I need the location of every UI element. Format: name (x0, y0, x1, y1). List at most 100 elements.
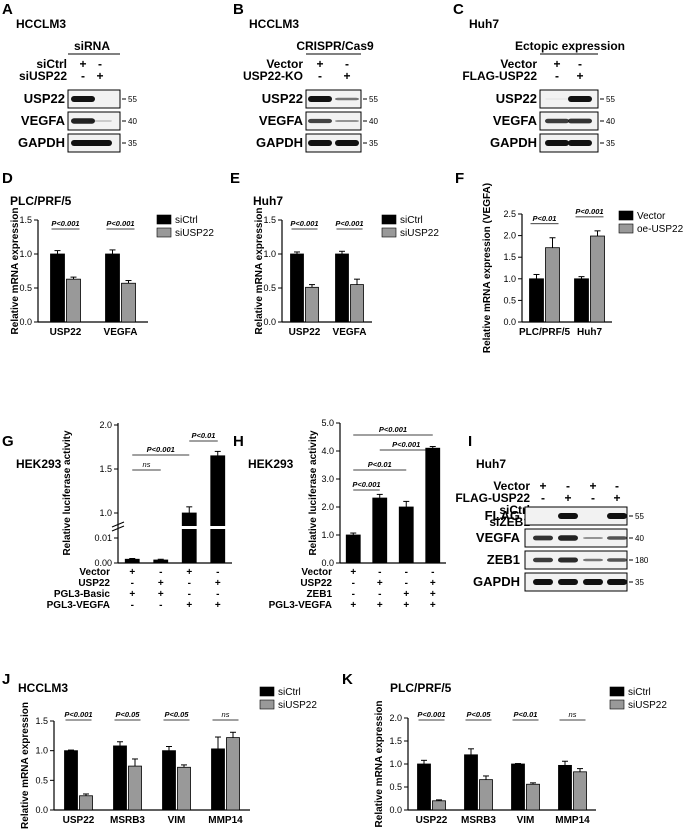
bar (113, 745, 127, 811)
condition-mark: - (566, 479, 570, 493)
condition-mark: + (377, 600, 383, 611)
protein-band (533, 535, 553, 541)
band-label: ZEB1 (487, 552, 520, 567)
condition-mark: + (158, 589, 164, 600)
band-label: FLAG (485, 508, 520, 523)
y-axis-label: Relative mRNA expression (20, 702, 31, 829)
band-label: USP22 (24, 91, 65, 106)
mw-label: 35 (606, 139, 615, 148)
blot-frame (305, 133, 362, 153)
condition-label: ZEB1 (306, 589, 332, 600)
band-label: VEGFA (493, 113, 538, 128)
band-label: VEGFA (21, 113, 66, 128)
condition-mark: + (350, 567, 356, 578)
legend-label: Vector (637, 211, 666, 222)
bar (573, 771, 587, 811)
bar (79, 795, 93, 811)
bar (345, 534, 361, 564)
mw-label: 35 (128, 139, 137, 148)
legend-label: siUSP22 (278, 700, 317, 711)
panel-letter-B: B (233, 1, 244, 18)
legend-label: siCtrl (628, 687, 651, 698)
panel-letter-F: F (455, 170, 464, 187)
protein-band (335, 120, 359, 122)
p-value-label: P<0.05 (467, 710, 492, 719)
bar (432, 800, 446, 811)
chart-title: HEK293 (16, 457, 62, 471)
bar (128, 765, 142, 811)
legend-swatch (609, 699, 625, 710)
y-tick-label: 1.0 (503, 274, 516, 284)
condition-label: FLAG-USP22 (462, 69, 537, 83)
legend-swatch (259, 686, 275, 697)
y-tick-label: 0.5 (35, 775, 48, 785)
condition-mark: + (403, 600, 409, 611)
protein-band (533, 557, 553, 563)
protein-band (568, 140, 592, 146)
condition-mark: - (378, 589, 381, 600)
bar (372, 497, 388, 564)
mw-label: 55 (635, 512, 644, 521)
band-label: VEGFA (259, 113, 304, 128)
p-value-label: P<0.001 (64, 710, 92, 719)
bar (526, 783, 540, 811)
y-tick-label: 0.0 (263, 317, 276, 327)
condition-mark: - (216, 567, 219, 578)
bar (511, 763, 525, 811)
legend-label: siUSP22 (628, 700, 667, 711)
condition-mark: - (345, 57, 349, 71)
method-label: siRNA (74, 39, 110, 53)
panel-letter-D: D (2, 170, 13, 187)
y-tick-label: 0.0 (19, 317, 32, 327)
mw-label: 40 (606, 117, 615, 126)
bar (226, 737, 240, 811)
condition-label: PGL3-Basic (54, 589, 111, 600)
protein-band (583, 537, 603, 539)
p-value-label: P<0.01 (192, 431, 216, 440)
chart-title: PLC/PRF/5 (390, 681, 452, 695)
blot-frame (305, 89, 362, 109)
protein-band (583, 579, 603, 585)
protein-band (568, 118, 592, 124)
p-value-label: P<0.01 (533, 214, 557, 223)
y-tick-label: 1.5 (503, 252, 516, 262)
y-tick-label: 0.5 (503, 295, 516, 305)
legend-swatch (381, 227, 397, 238)
condition-mark: + (576, 69, 583, 83)
condition-mark: + (158, 578, 164, 589)
y-tick-label: 0.0 (389, 805, 402, 815)
protein-band (88, 140, 112, 146)
p-value-label: P<0.05 (165, 710, 190, 719)
legend-swatch (156, 227, 172, 238)
y-tick-label: 1.0 (35, 746, 48, 756)
protein-band (558, 579, 578, 585)
bar (121, 282, 136, 323)
p-value-label: P<0.001 (417, 710, 445, 719)
axis-break-gap (152, 526, 169, 529)
y-tick-label: 1.0 (263, 249, 276, 259)
category-label: USP22 (63, 815, 95, 826)
condition-mark: - (188, 578, 191, 589)
mw-label: 40 (369, 117, 378, 126)
condition-label: Vector (301, 567, 332, 578)
cell-line-label: HCCLM3 (249, 17, 299, 31)
protein-band (71, 118, 95, 124)
legend-label: siCtrl (400, 215, 423, 226)
condition-mark: + (430, 578, 436, 589)
protein-band (558, 557, 578, 563)
band-label: VEGFA (476, 530, 521, 545)
condition-mark: - (188, 589, 191, 600)
condition-mark: + (96, 69, 103, 83)
condition-mark: + (430, 600, 436, 611)
bar (464, 754, 478, 811)
condition-mark: + (186, 600, 192, 611)
condition-label: Vector (79, 567, 110, 578)
condition-label: siUSP22 (19, 69, 67, 83)
y-tick-label: 2.0 (389, 713, 402, 723)
p-value-label: P<0.001 (290, 219, 318, 228)
condition-mark: + (316, 57, 323, 71)
legend-label: siCtrl (278, 687, 301, 698)
protein-band (607, 513, 627, 519)
y-axis-label: Relative luciferase activity (62, 430, 73, 556)
